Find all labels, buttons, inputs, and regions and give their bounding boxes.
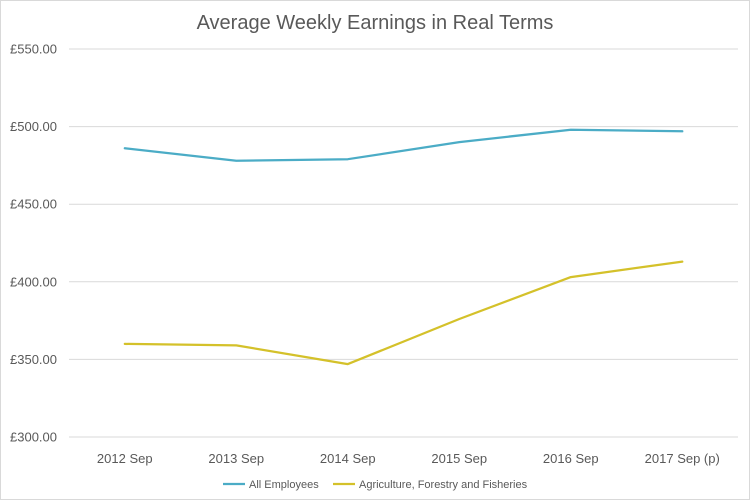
x-tick-label: 2012 Sep <box>97 451 153 466</box>
x-tick-label: 2017 Sep (p) <box>645 451 720 466</box>
series-line-0 <box>123 128 684 162</box>
series-line-1 <box>123 260 684 366</box>
chart-title: Average Weekly Earnings in Real Terms <box>197 12 554 34</box>
y-tick-label: £550.00 <box>10 42 57 57</box>
y-tick-label: £350.00 <box>10 352 57 367</box>
legend-label: Agriculture, Forestry and Fisheries <box>359 479 528 491</box>
x-tick-label: 2014 Sep <box>320 451 376 466</box>
x-axis: 2012 Sep 2013 Sep 2014 Sep 2015 Sep 2016 Sep… <box>97 451 720 466</box>
series-lines <box>123 128 684 366</box>
y-tick-label: £500.00 <box>10 119 57 134</box>
x-tick-label: 2015 Sep <box>431 451 487 466</box>
legend-label: All Employees <box>249 479 319 491</box>
legend: All Employees Agriculture, Forestry and F… <box>223 479 528 491</box>
x-tick-label: 2013 Sep <box>208 451 264 466</box>
gridlines <box>69 48 738 438</box>
x-tick-label: 2016 Sep <box>543 451 599 466</box>
y-axis: £300.00 £350.00 £400.00 £450.00 £500.00 £550.… <box>10 42 57 445</box>
y-tick-label: £450.00 <box>10 197 57 212</box>
y-tick-label: £300.00 <box>10 430 57 445</box>
y-tick-label: £400.00 <box>10 274 57 289</box>
